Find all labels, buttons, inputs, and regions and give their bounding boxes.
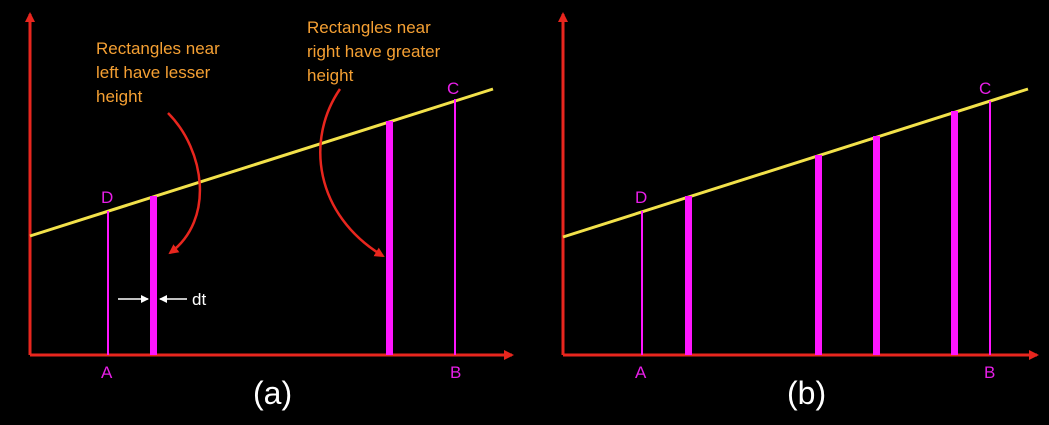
panel-b-label-b: B — [984, 363, 995, 382]
annotation-left-line-2: left have lesser — [96, 63, 211, 82]
panel-a-strip-left — [150, 196, 157, 355]
panel-a-curved-arrow-left — [167, 112, 202, 255]
panel-b-strip-1 — [685, 196, 692, 355]
panel-b-strip-3 — [873, 136, 880, 355]
panel-a-label-b: B — [450, 363, 461, 382]
annotation-left-line-1: Rectangles near — [96, 39, 220, 58]
panel-a-dt-label: dt — [192, 290, 206, 309]
panel-b-function-line — [562, 87, 1029, 239]
annotation-right-line-3: height — [307, 66, 354, 85]
panel-b-label-c: C — [979, 79, 991, 98]
panel-a: A B C D Rectangles near left have lesser… — [25, 12, 514, 411]
panel-a-function-line — [29, 87, 494, 238]
panel-a-annotation-left: Rectangles near left have lesser height — [96, 39, 225, 106]
panel-a-label-d: D — [101, 188, 113, 207]
panel-b-caption: (b) — [787, 375, 826, 411]
panel-b: A B C D (b) — [558, 12, 1039, 411]
panel-a-label-c: C — [447, 79, 459, 98]
panel-a-annotation-right: Rectangles near right have greater heigh… — [307, 18, 445, 85]
annotation-right-line-2: right have greater — [307, 42, 441, 61]
panel-b-strip-4 — [951, 111, 958, 355]
panel-a-strip-right — [386, 121, 393, 355]
panel-a-label-a: A — [101, 363, 113, 382]
annotation-left-line-3: height — [96, 87, 143, 106]
panel-b-label-d: D — [635, 188, 647, 207]
panel-b-label-a: A — [635, 363, 647, 382]
panel-a-caption: (a) — [253, 375, 292, 411]
annotation-right-line-1: Rectangles near — [307, 18, 431, 37]
panel-a-curved-arrow-right — [319, 88, 385, 258]
panel-b-strip-2 — [815, 155, 822, 355]
